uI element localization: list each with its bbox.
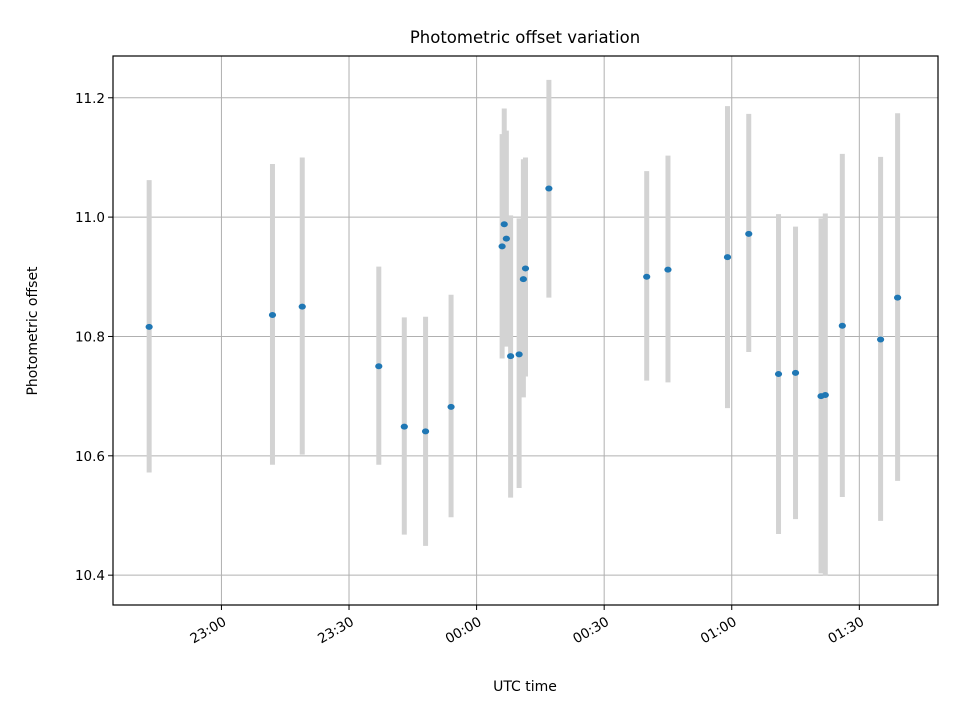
y-tick-label: 10.8 [75, 329, 105, 345]
data-point [821, 391, 829, 398]
data-point [500, 221, 508, 228]
data-point [774, 371, 783, 378]
data-point [519, 276, 527, 283]
y-tick-label: 11.2 [75, 91, 105, 107]
data-point [791, 369, 800, 376]
data-point [876, 336, 885, 343]
data-point [545, 185, 553, 192]
y-axis-label: Photometric offset [25, 266, 41, 396]
data-point [268, 311, 277, 318]
data-point [521, 265, 530, 272]
data-point [400, 423, 408, 430]
data-point [447, 403, 455, 410]
data-point [745, 230, 753, 237]
y-tick-label: 10.4 [75, 568, 105, 584]
data-point [498, 243, 506, 250]
data-point [421, 428, 430, 435]
data-point [375, 363, 383, 370]
data-point [145, 323, 153, 330]
y-axis-ticks: 10.4 10.6 10.8 11.0 11.2 [75, 91, 113, 584]
plot-frame [112, 55, 939, 606]
data-point [723, 254, 732, 261]
data-points [145, 185, 902, 435]
data-point [643, 273, 651, 280]
data-point [515, 351, 523, 358]
chart-title: Photometric offset variation [410, 28, 640, 47]
data-point [894, 294, 902, 301]
data-point [298, 303, 306, 310]
x-axis-label: UTC time [493, 679, 557, 695]
data-point [502, 235, 510, 242]
data-point [838, 322, 846, 329]
data-point [664, 266, 672, 273]
y-tick-label: 10.6 [75, 449, 105, 465]
y-tick-label: 11.0 [75, 210, 105, 226]
data-point [507, 353, 515, 360]
